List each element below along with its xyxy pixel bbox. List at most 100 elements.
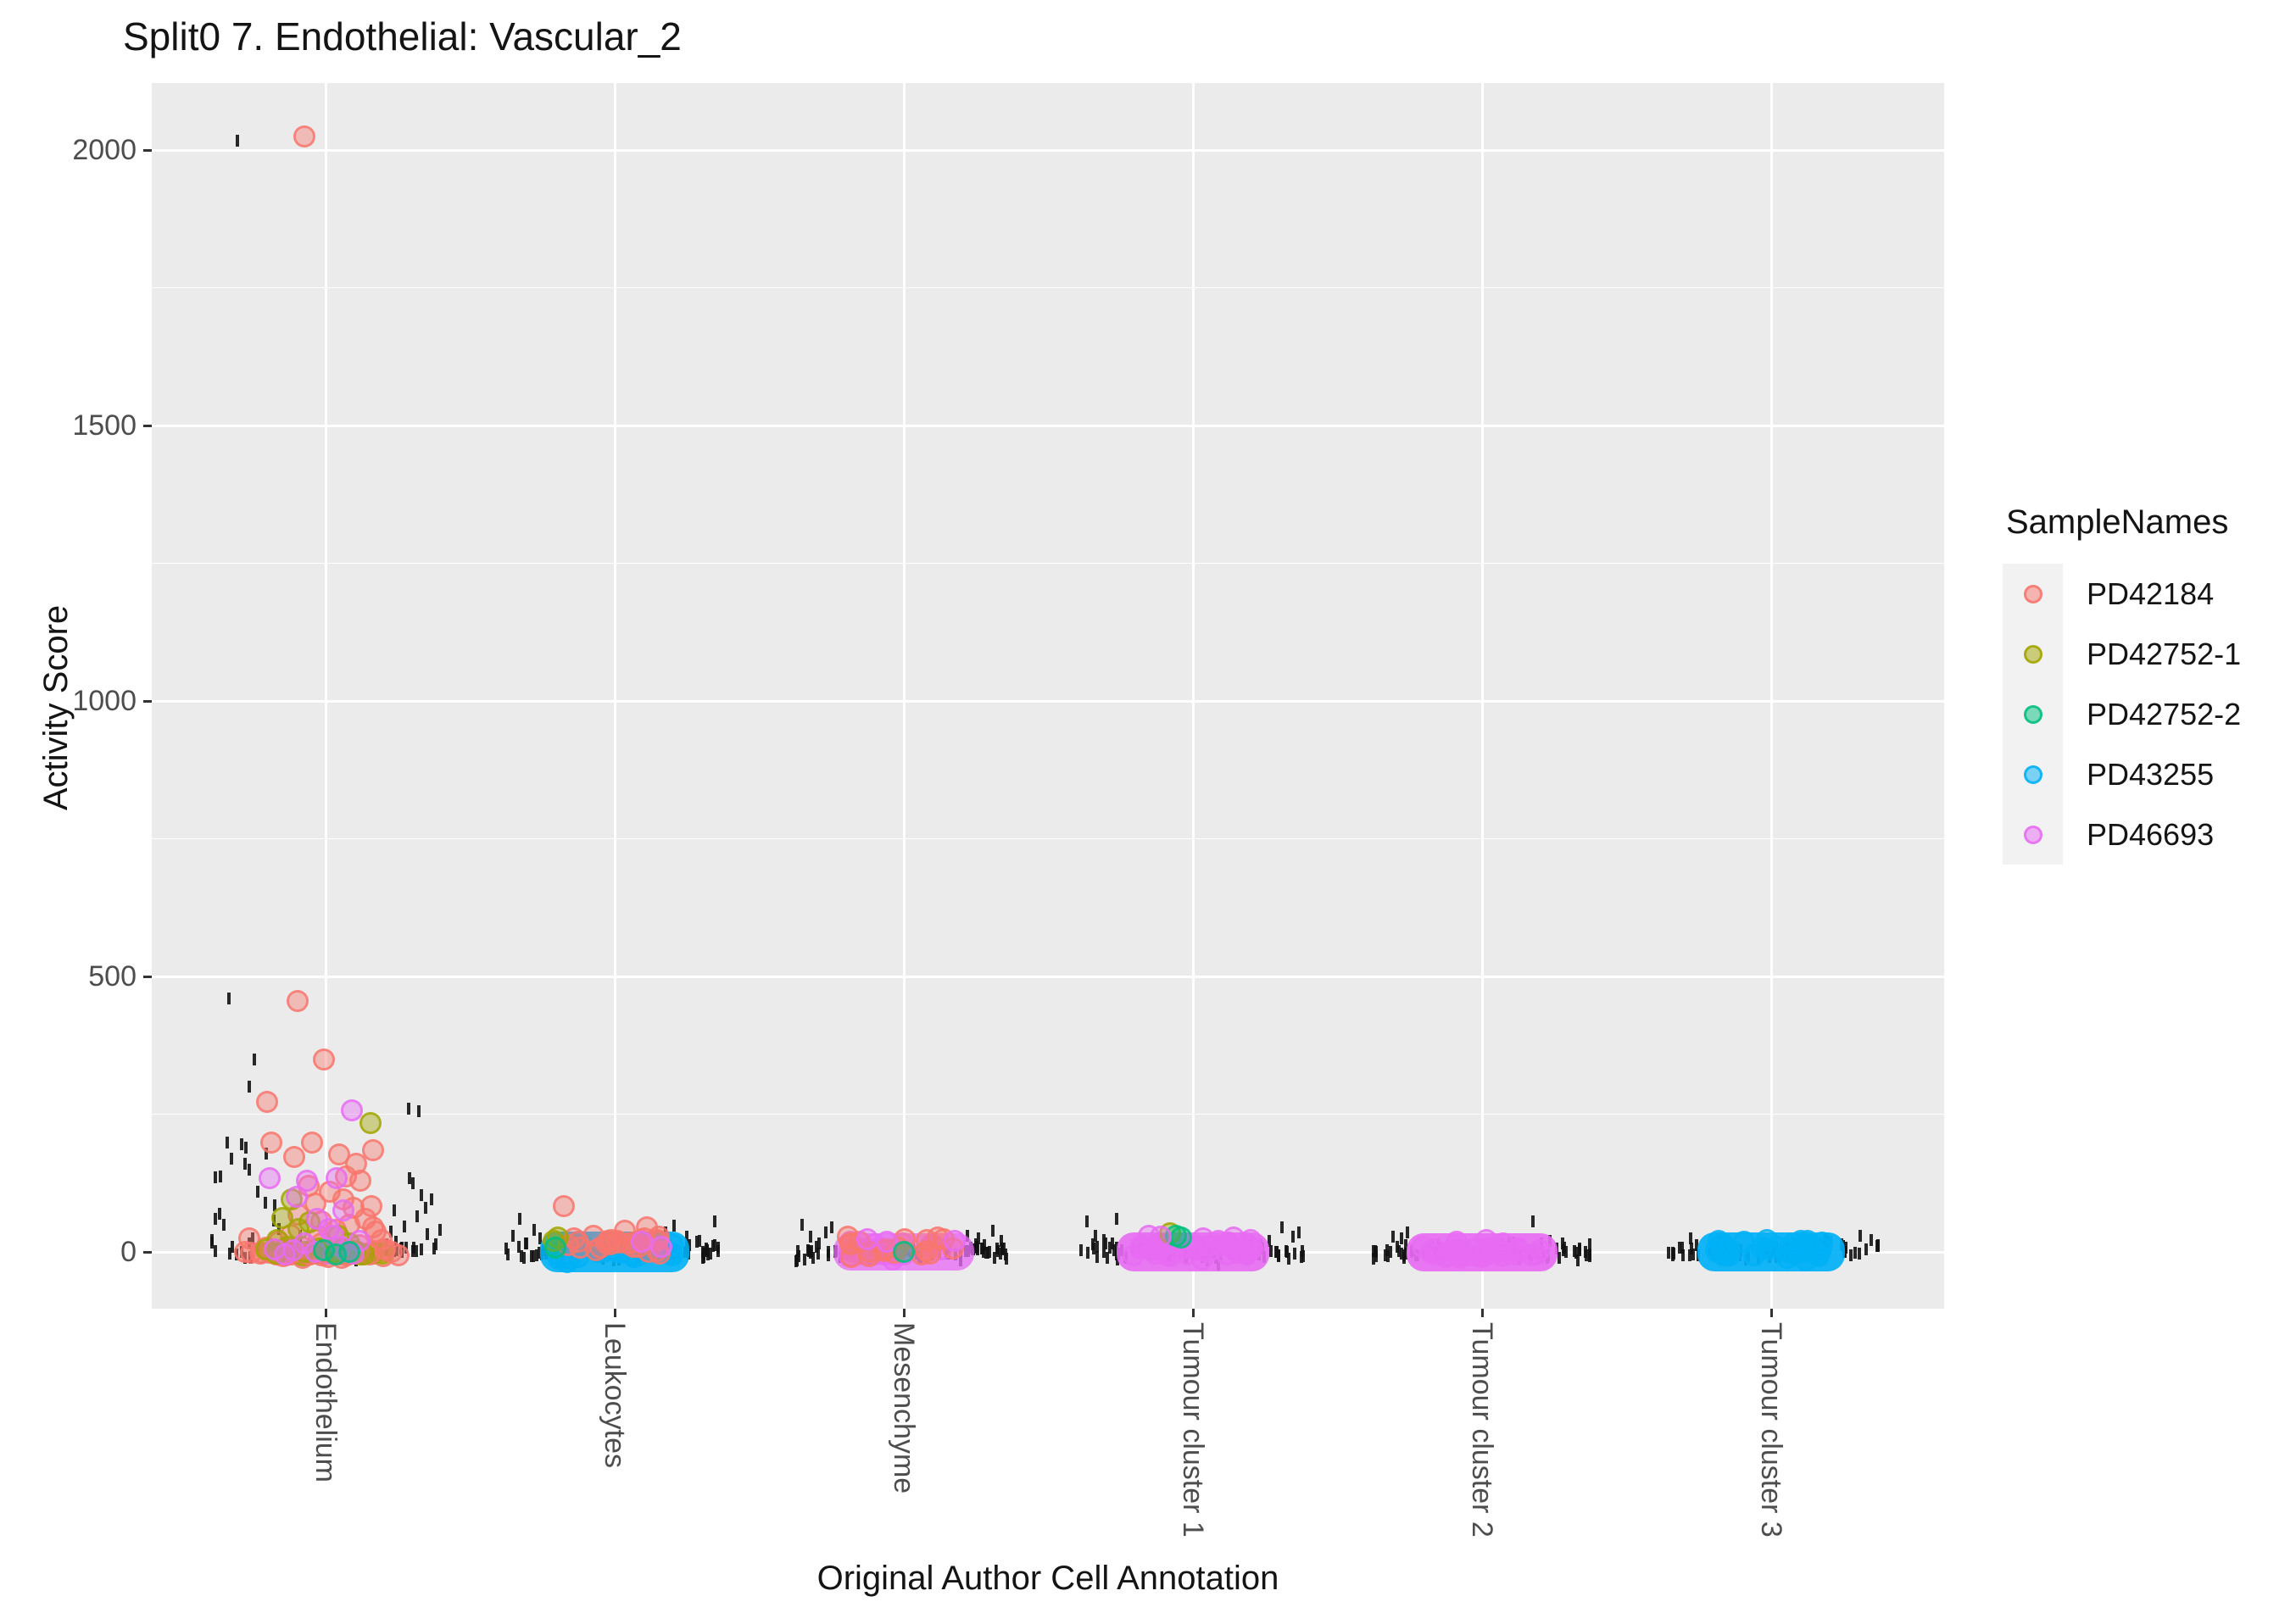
plot-title: Split0 7. Endothelial: Vascular_2 <box>123 14 682 58</box>
strip-tick <box>1400 1232 1403 1245</box>
legend-label: PD43255 <box>2087 756 2215 792</box>
strip-tick <box>1371 1252 1375 1265</box>
strip-tick <box>210 1233 214 1246</box>
strip-tick <box>1079 1243 1084 1256</box>
data-point <box>349 1170 371 1193</box>
strip-tick <box>214 1171 217 1184</box>
strip-tick <box>1670 1247 1675 1260</box>
strip-tick <box>520 1249 524 1262</box>
strip-tick <box>1277 1250 1281 1263</box>
strip-tick <box>1577 1244 1581 1257</box>
legend-key <box>2003 804 2063 865</box>
gridline-major-vertical <box>324 83 327 1309</box>
data-point <box>1446 1231 1468 1254</box>
strip-tick <box>1374 1250 1378 1263</box>
strip-tick <box>1678 1241 1682 1254</box>
data-point <box>1811 1231 1833 1254</box>
legend-swatch-icon <box>2023 584 2042 603</box>
data-point <box>893 1241 915 1263</box>
strip-tick <box>1000 1235 1003 1247</box>
legend: SampleNames PD42184 PD42752-1 PD42752-2 … <box>2003 503 2241 865</box>
y-axis-title: Activity Score <box>37 604 75 811</box>
legend-key <box>2003 624 2063 684</box>
strip-tick <box>411 1176 415 1189</box>
strip-tick <box>415 1210 419 1222</box>
x-axis-title: Original Author Cell Annotation <box>816 1560 1279 1597</box>
strip-tick <box>1573 1245 1577 1258</box>
strip-tick <box>1105 1251 1109 1264</box>
strip-tick <box>1587 1238 1591 1251</box>
strip-tick <box>830 1221 833 1233</box>
strip-tick <box>522 1252 527 1265</box>
legend-item: PD43255 <box>2003 744 2241 804</box>
strip-tick <box>1688 1249 1692 1261</box>
gridline-major-horizontal <box>152 1250 1944 1254</box>
gridline-major-vertical <box>613 83 616 1309</box>
strip-tick <box>1111 1237 1114 1250</box>
data-point <box>283 1146 305 1169</box>
strip-tick <box>218 1207 221 1220</box>
data-point <box>1419 1242 1442 1265</box>
legend-label: PD42184 <box>2087 576 2215 611</box>
strip-tick <box>1396 1241 1400 1254</box>
strip-tick <box>1402 1251 1406 1264</box>
strip-tick <box>516 1241 521 1254</box>
legend-item: PD46693 <box>2003 804 2241 865</box>
strip-tick <box>1531 1215 1535 1228</box>
strip-tick <box>1689 1232 1692 1244</box>
data-point <box>313 1048 335 1071</box>
strip-tick <box>236 134 239 147</box>
strip-tick <box>1690 1243 1694 1255</box>
data-point <box>582 1224 605 1247</box>
strip-tick <box>214 1213 217 1225</box>
data-point <box>362 1138 384 1161</box>
strip-tick <box>708 1247 712 1260</box>
strip-tick <box>988 1246 992 1259</box>
gridline-minor-horizontal <box>152 1113 1944 1115</box>
legend-title: SampleNames <box>2006 503 2229 541</box>
strip-tick <box>1666 1247 1670 1260</box>
gridline-major-horizontal <box>152 975 1944 978</box>
gridline-major-vertical <box>1191 83 1195 1309</box>
strip-tick <box>532 1224 536 1236</box>
strip-tick <box>1870 1233 1873 1246</box>
strip-tick <box>264 1196 267 1209</box>
strip-tick <box>1680 1241 1685 1254</box>
strip-tick <box>1562 1243 1566 1256</box>
data-point <box>293 125 315 147</box>
strip-tick <box>1115 1213 1118 1225</box>
data-point <box>1756 1229 1778 1252</box>
strip-tick <box>407 1103 410 1115</box>
strip-tick <box>411 1245 415 1258</box>
strip-tick <box>672 1219 676 1232</box>
strip-tick <box>1875 1239 1879 1252</box>
legend-swatch-icon <box>2023 644 2042 664</box>
strip-tick <box>817 1237 821 1250</box>
strip-tick <box>524 1237 527 1250</box>
legend-key <box>2003 684 2063 744</box>
data-point <box>1207 1230 1229 1252</box>
strip-tick <box>1583 1246 1587 1259</box>
data-point <box>274 1243 296 1266</box>
strip-tick <box>538 1232 542 1244</box>
strip-tick <box>420 1189 423 1202</box>
plot-panel <box>152 83 1944 1309</box>
strip-tick <box>992 1251 996 1264</box>
gridline-major-vertical <box>1480 83 1484 1309</box>
strip-tick <box>1003 1249 1007 1260</box>
gridline-major-vertical <box>902 83 906 1309</box>
strip-tick <box>432 1243 436 1255</box>
legend-label: PD46693 <box>2087 816 2215 852</box>
strip-tick <box>530 1249 534 1262</box>
strip-tick <box>426 1227 429 1240</box>
gridline-major-horizontal <box>152 699 1944 703</box>
strip-tick <box>1400 1248 1404 1260</box>
strip-tick <box>1102 1233 1106 1246</box>
strip-tick <box>1576 1254 1580 1267</box>
data-point <box>301 1132 323 1154</box>
strip-tick <box>244 1141 248 1154</box>
legend-label: PD42752-1 <box>2087 636 2242 671</box>
strip-tick <box>1385 1244 1390 1257</box>
strip-tick <box>393 1204 396 1217</box>
strip-tick <box>1695 1239 1698 1252</box>
